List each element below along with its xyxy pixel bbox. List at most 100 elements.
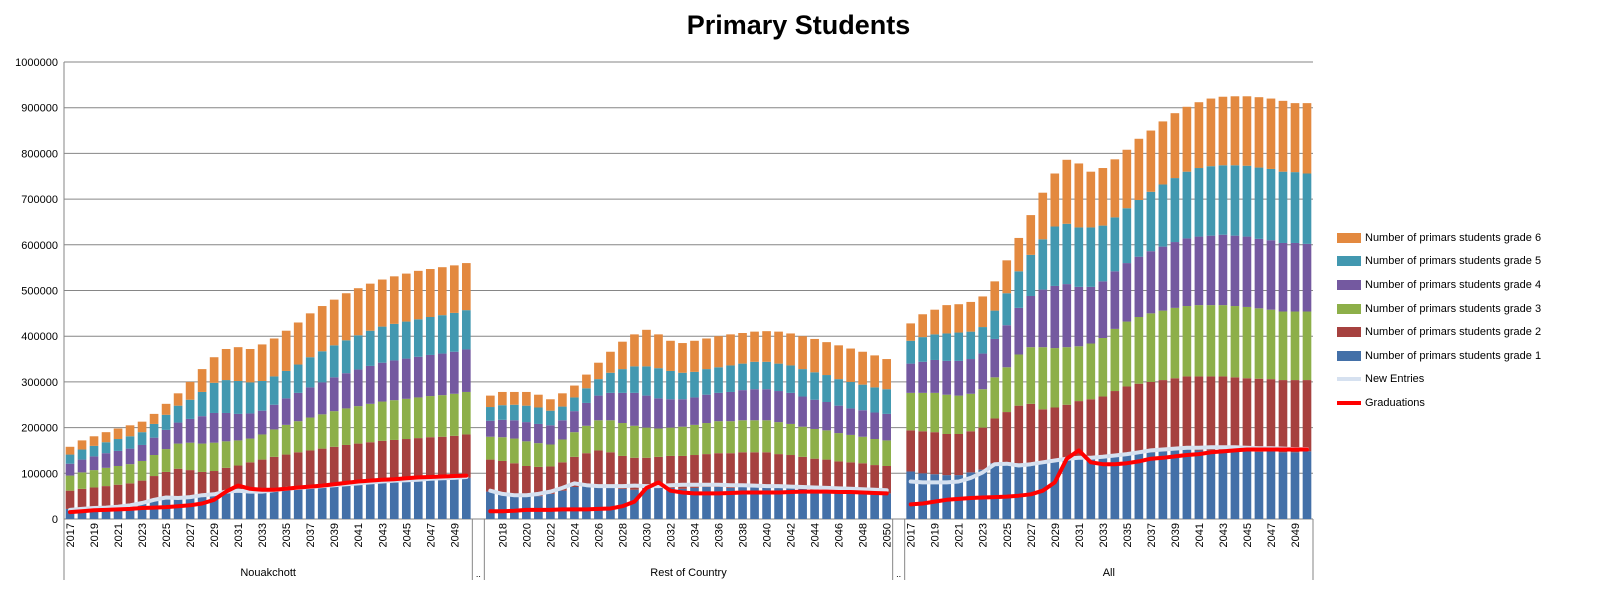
bar-grade-2 [185,470,195,499]
bar-grade-6 [534,394,543,408]
bar-grade-5 [149,423,159,438]
bar-grade-1 [966,472,976,519]
bar-grade-6 [606,351,615,373]
bar-grade-1 [642,488,651,519]
bar-grade-1 [389,481,399,519]
x-tick-label: 2028 [617,523,629,547]
bar-grade-6 [954,304,964,333]
bar-grade-2 [750,452,759,487]
bar-grade-3 [918,392,928,432]
bar-grade-3 [798,426,807,457]
bar-grade-5 [65,454,75,464]
x-tick-label: 2041 [353,523,365,547]
bar-grade-5 [305,357,315,388]
bar-grade-2 [461,434,471,478]
x-tick-label: 2017 [65,523,77,547]
bar-grade-5 [846,381,855,409]
bar-grade-4 [798,396,807,427]
bar-grade-4 [1122,263,1132,322]
bar-grade-4 [846,408,855,435]
bar-grade-4 [774,391,783,423]
bar-grade-4 [89,456,99,471]
bar-grade-3 [678,426,687,456]
bar-grade-1 [1182,449,1192,519]
bar-grade-4 [498,419,507,438]
bar-grade-2 [257,459,267,491]
chart-title: Primary Students [686,10,911,40]
bar-grade-4 [954,360,964,396]
bar-grade-3 [1158,310,1168,381]
bar-grade-4 [137,444,147,461]
legend-swatch [1337,327,1361,338]
bar-grade-5 [233,380,243,414]
bar-grade-5 [1014,271,1024,308]
bar-grade-4 [365,365,375,404]
bar-grade-1 [726,487,735,519]
bar-grade-4 [437,353,447,396]
separator-label: .. [476,569,481,579]
bar-grade-6 [750,331,759,362]
bar-grade-4 [702,394,711,424]
bar-grade-1 [606,487,615,519]
bar-grade-6 [510,391,519,405]
bar-grade-2 [77,488,87,509]
bar-grade-3 [149,455,159,477]
bar-grade-4 [882,413,891,441]
bar-grade-5 [341,340,351,374]
bar-grade-1 [942,475,952,519]
bar-grade-1 [365,482,375,519]
bar-grade-6 [1134,138,1144,201]
bar-grade-3 [305,417,315,451]
bar-grade-6 [1002,260,1012,294]
bar-grade-2 [1182,376,1192,450]
bar-grade-6 [77,440,87,450]
bar-grade-5 [1278,171,1288,243]
y-tick-label: 600000 [21,240,58,252]
bar-grade-3 [1146,313,1156,382]
x-tick-label: 2037 [305,523,317,547]
bar-grade-6 [846,348,855,382]
bar-grade-2 [714,453,723,488]
bar-grade-2 [930,432,940,475]
bar-grade-2 [389,439,399,482]
bar-grade-6 [1158,121,1168,185]
bar-grade-3 [534,443,543,467]
x-tick-label: 2018 [497,523,509,547]
bar-grade-1 [1218,450,1228,519]
bar-grade-1 [293,487,303,519]
legend-label: Number of primars students grade 4 [1365,278,1542,291]
bar-grade-6 [522,391,531,406]
bar-grade-2 [966,431,976,473]
bar-grade-5 [498,405,507,420]
bar-grade-6 [1302,103,1312,174]
bar-grade-2 [1266,379,1276,452]
bar-grade-5 [786,365,795,393]
bar-grade-4 [257,410,267,435]
bar-grade-5 [1038,239,1048,290]
bar-grade-3 [1014,354,1024,406]
legend-item: Number of primars students grade 3 [1337,297,1541,321]
bar-grade-2 [401,439,411,481]
bar-grade-1 [798,488,807,519]
y-tick-label: 200000 [21,423,58,435]
bar-grade-5 [546,410,555,426]
x-tick-label: 2031 [1074,523,1086,547]
bar-grade-5 [666,370,675,400]
x-tick-label: 2045 [401,523,413,547]
bar-grade-4 [125,448,135,465]
x-tick-label: 2025 [1002,523,1014,547]
x-tick-label: 2047 [1266,523,1278,547]
legend-label: Number of primars students grade 2 [1365,326,1542,339]
bar-grade-2 [1242,378,1252,452]
bar-grade-5 [1050,226,1060,286]
x-tick-label: 2039 [329,523,341,547]
bar-grade-3 [365,403,375,443]
bar-grade-6 [1170,113,1180,179]
bar-grade-5 [690,371,699,398]
bar-grade-2 [1170,378,1180,451]
x-tick-label: 2043 [377,523,389,547]
bar-grade-3 [570,432,579,457]
bar-grade-3 [786,423,795,456]
bar-grade-4 [113,450,123,466]
bar-grade-2 [546,466,555,494]
